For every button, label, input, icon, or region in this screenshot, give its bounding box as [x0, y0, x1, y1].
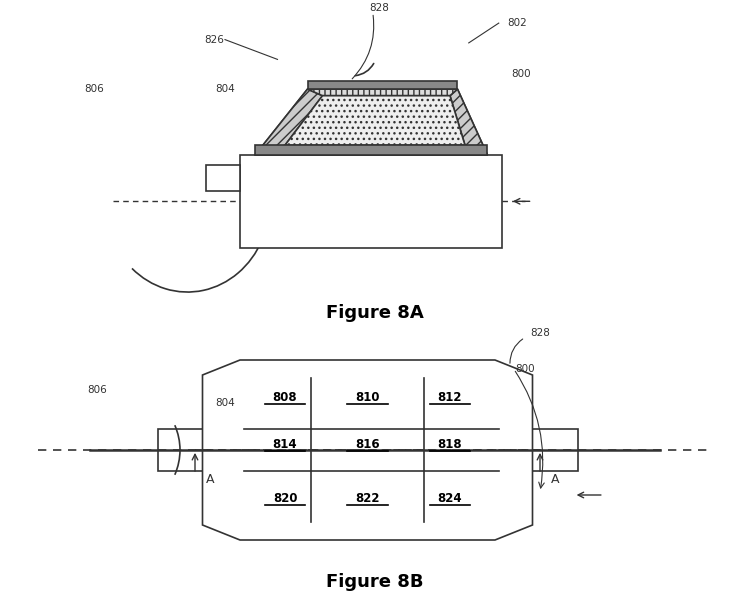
Polygon shape	[255, 89, 322, 155]
Text: 806: 806	[84, 84, 104, 94]
Text: 808: 808	[273, 391, 297, 404]
Polygon shape	[202, 360, 532, 540]
Text: 828: 828	[530, 328, 550, 338]
Bar	[158, 429, 578, 471]
Bar	[255, 145, 488, 155]
Text: 812: 812	[438, 391, 462, 404]
Text: 828: 828	[369, 3, 388, 13]
Bar	[308, 81, 458, 89]
Text: A: A	[206, 473, 214, 486]
Text: 800: 800	[515, 364, 535, 374]
Text: 816: 816	[356, 437, 380, 451]
Text: 806: 806	[88, 385, 107, 395]
Text: 824: 824	[438, 491, 462, 505]
Polygon shape	[255, 89, 488, 155]
Text: 800: 800	[512, 69, 531, 79]
Text: 804: 804	[215, 84, 235, 94]
Text: 818: 818	[438, 437, 462, 451]
Text: 820: 820	[273, 491, 297, 505]
Text: A: A	[550, 473, 560, 486]
Polygon shape	[450, 89, 488, 155]
Text: 804: 804	[215, 398, 235, 409]
Text: 814: 814	[273, 437, 297, 451]
Polygon shape	[285, 95, 465, 145]
Bar	[240, 155, 502, 247]
Polygon shape	[308, 89, 458, 95]
Text: 822: 822	[356, 491, 380, 505]
Text: Figure 8B: Figure 8B	[326, 573, 424, 591]
Text: 802: 802	[508, 18, 527, 28]
Text: 810: 810	[356, 391, 380, 404]
Text: 826: 826	[204, 35, 224, 44]
Bar	[206, 165, 240, 191]
Text: Figure 8A: Figure 8A	[326, 304, 424, 323]
